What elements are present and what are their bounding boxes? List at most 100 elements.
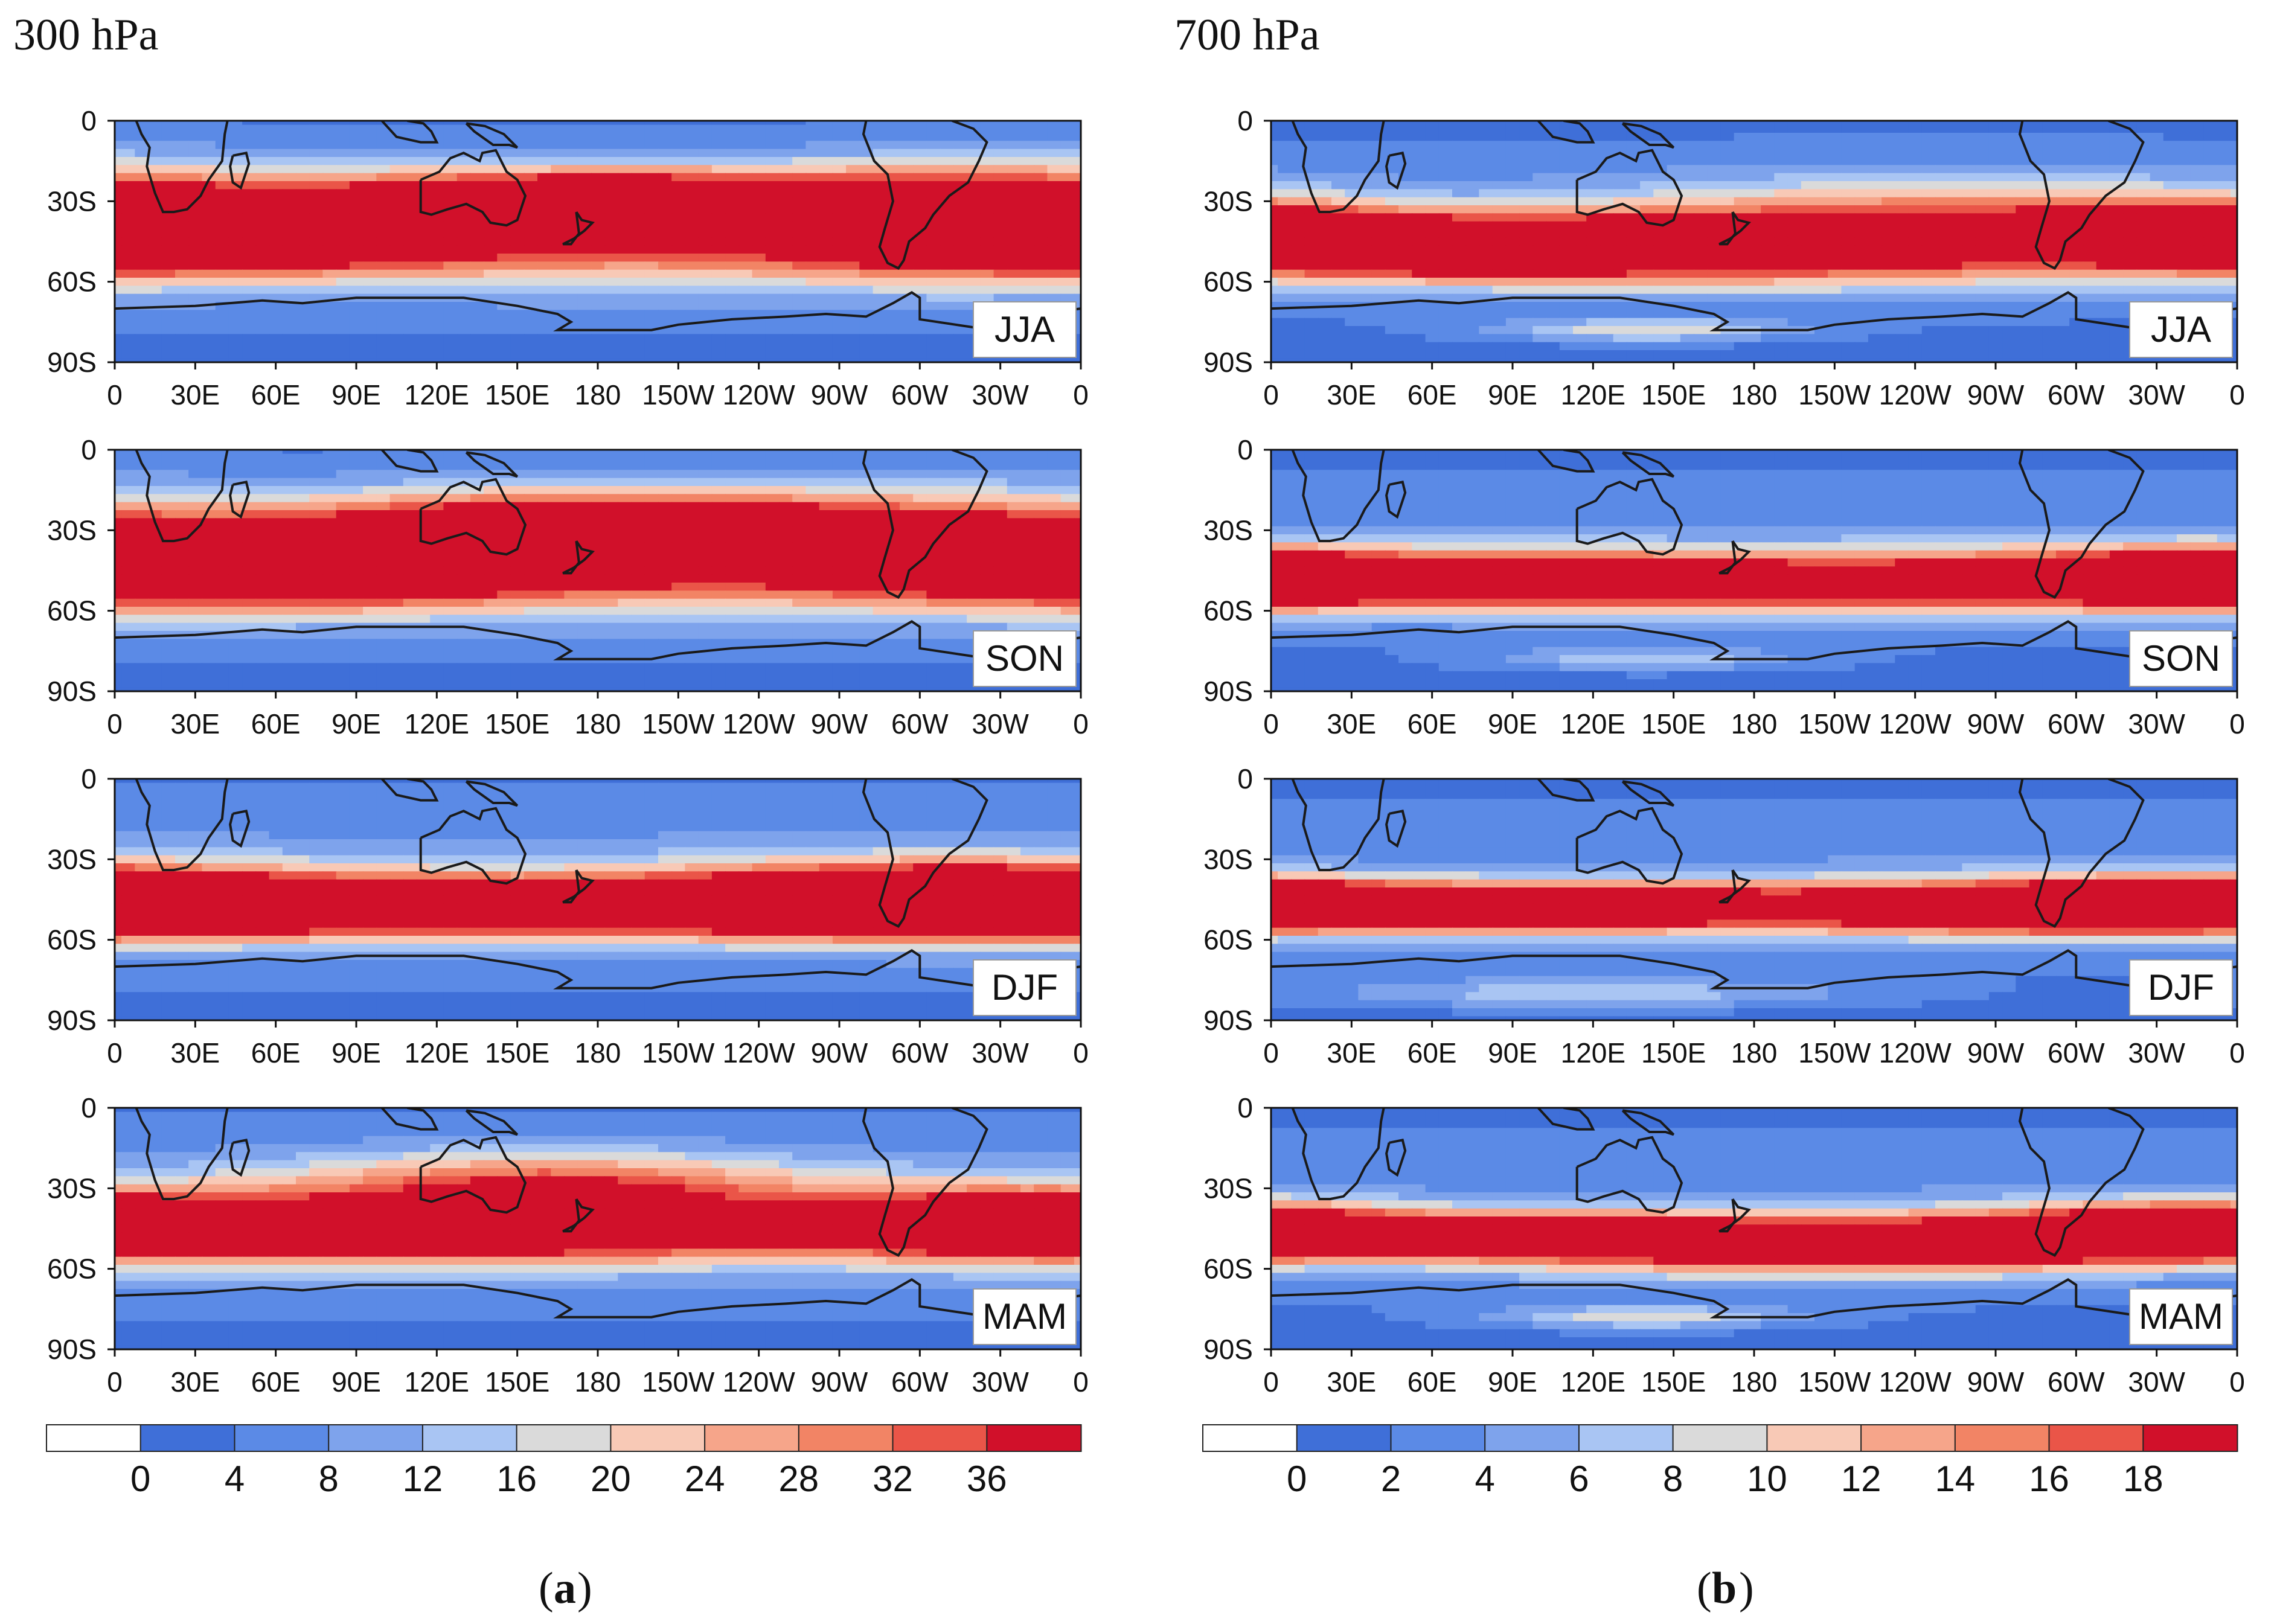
contour-cell (430, 647, 444, 656)
contour-cell (819, 671, 833, 680)
contour-cell (215, 622, 229, 631)
contour-cell (115, 181, 123, 190)
contour-cell (980, 687, 994, 691)
contour-cell (644, 807, 659, 816)
contour-cell (913, 583, 927, 592)
contour-cell (819, 558, 833, 567)
contour-cell (1034, 165, 1048, 174)
contour-cell (296, 502, 310, 511)
contour-cell (698, 470, 713, 479)
contour-cell (1034, 470, 1048, 479)
contour-cell (631, 269, 645, 278)
contour-cell (282, 278, 296, 287)
contour-cell (524, 286, 538, 295)
contour-cell (940, 486, 954, 495)
contour-cell (725, 286, 740, 295)
contour-cell (644, 269, 659, 278)
contour-cell (900, 334, 914, 343)
contour-cell (430, 149, 444, 158)
contour-cell (188, 486, 203, 495)
contour-cell (644, 478, 659, 487)
contour-cell (618, 221, 632, 230)
contour-cell (980, 550, 994, 559)
contour-cell (805, 779, 820, 784)
contour-cell (497, 534, 511, 543)
contour-cell (738, 671, 753, 680)
contour-cell (215, 607, 229, 616)
contour-cell (980, 237, 994, 246)
contour-cell (430, 478, 444, 487)
contour-cell (363, 165, 377, 174)
contour-cell (417, 245, 431, 254)
contour-cell (309, 494, 324, 503)
contour-cell (403, 278, 417, 287)
contour-cell (779, 583, 793, 592)
contour-cell (1020, 526, 1035, 535)
contour-cell (644, 245, 659, 254)
contour-cell (993, 237, 1008, 246)
contour-cell (175, 607, 190, 616)
contour-cell (175, 245, 190, 254)
contour-cell (846, 133, 860, 142)
contour-cell (752, 791, 766, 800)
contour-cell (443, 510, 458, 519)
contour-cell (228, 647, 243, 656)
contour-cell (497, 679, 511, 688)
contour-cell (456, 671, 471, 680)
contour-cell (1047, 534, 1062, 543)
contour-cell (296, 542, 310, 551)
contour-cell (551, 583, 565, 592)
contour-cell (1020, 213, 1035, 222)
contour-cell (188, 450, 203, 455)
contour-cell (115, 334, 123, 343)
contour-cell (403, 470, 417, 479)
contour-cell (228, 550, 243, 559)
contour-cell (282, 124, 296, 133)
contour-cell (819, 318, 833, 327)
contour-cell (175, 663, 190, 672)
contour-cell (363, 350, 377, 359)
contour-cell (886, 149, 900, 158)
contour-cell (1060, 269, 1075, 278)
contour-cell (913, 542, 927, 551)
contour-cell (591, 302, 606, 311)
contour-cell (115, 542, 123, 551)
contour-cell (403, 165, 417, 174)
contour-cell (644, 598, 659, 607)
contour-cell (363, 639, 377, 648)
contour-cell (577, 334, 592, 343)
contour-cell (228, 558, 243, 567)
contour-cell (135, 615, 149, 624)
contour-cell (752, 462, 766, 471)
contour-cell (832, 574, 847, 583)
contour-cell (644, 510, 659, 519)
contour-cell (524, 293, 538, 302)
contour-cell (484, 679, 498, 688)
contour-cell (752, 334, 766, 343)
contour-cell (135, 534, 149, 543)
contour-cell (296, 791, 310, 800)
contour-cell (322, 149, 337, 158)
contour-cell (644, 453, 659, 462)
contour-cell (403, 269, 417, 278)
contour-cell (685, 510, 699, 519)
contour-cell (819, 450, 833, 455)
contour-cell (282, 779, 296, 784)
contour-cell (671, 687, 686, 691)
contour-cell (403, 679, 417, 688)
contour-cell (631, 631, 645, 640)
contour-cell (792, 350, 807, 359)
contour-cell (940, 213, 954, 222)
contour-cell (456, 173, 471, 182)
contour-cell (873, 478, 887, 487)
contour-cell (363, 189, 377, 198)
contour-cell (175, 791, 190, 800)
contour-cell (846, 293, 860, 302)
contour-cell (269, 229, 283, 238)
contour-cell (1060, 607, 1075, 616)
contour-cell (417, 639, 431, 648)
contour-cell (309, 615, 324, 624)
contour-cell (685, 550, 699, 559)
contour-cell (1007, 450, 1021, 455)
contour-cell (644, 550, 659, 559)
